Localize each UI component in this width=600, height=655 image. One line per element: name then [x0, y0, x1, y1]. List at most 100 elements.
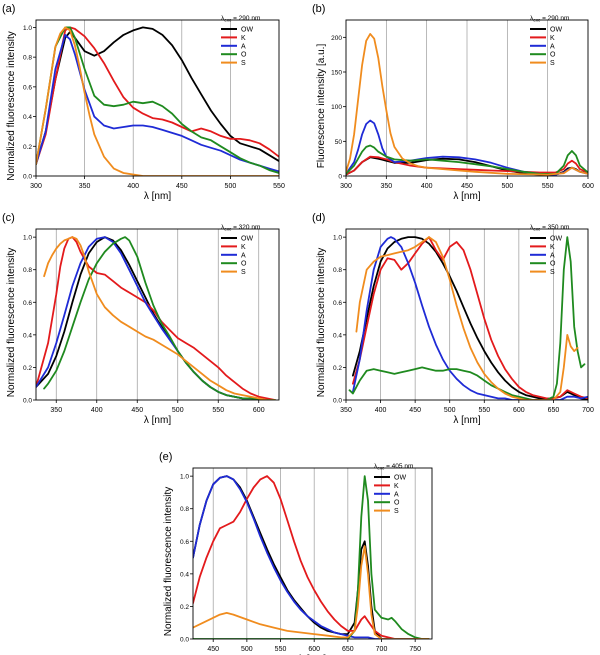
x-tick-label: 550: [478, 407, 490, 414]
series-line-O: [193, 475, 430, 639]
panel-label: (d): [312, 212, 325, 224]
y-tick-label: 200: [331, 35, 342, 42]
x-tick-label: 600: [582, 183, 594, 190]
excitation-value: = 350 nm: [540, 224, 569, 231]
excitation-value: = 290 nm: [231, 15, 260, 22]
x-tick-label: 600: [513, 407, 525, 414]
y-tick-label: 0.0: [333, 398, 342, 405]
y-tick-label: 0.2: [180, 604, 189, 611]
excitation-label: λexc = 290 nm: [530, 15, 569, 23]
x-axis-label: λ [nm]: [453, 191, 480, 202]
series-line-K: [346, 155, 588, 176]
excitation-value: = 405 nm: [384, 463, 413, 470]
excitation-subscript: exc: [224, 227, 232, 232]
plot-frame: [345, 228, 589, 401]
series-group: [348, 236, 588, 400]
x-tick-label: 650: [342, 646, 354, 653]
y-tick-label: 50: [335, 139, 343, 146]
y-tick-label: 0.0: [180, 637, 189, 644]
series-line-O: [43, 236, 276, 400]
y-tick-label: 0.4: [333, 332, 342, 339]
legend-label-A: A: [241, 252, 246, 259]
x-tick-label: 500: [225, 183, 237, 190]
legend-label-O: O: [241, 52, 247, 59]
series-line-O: [348, 236, 586, 400]
x-tick-label: 550: [275, 646, 287, 653]
y-tick-label: 150: [331, 70, 342, 77]
legend-label-K: K: [550, 244, 555, 251]
legend-label-OW: OW: [550, 27, 562, 34]
panel-c: 350 400 450 500 550 600 0.0 0.2 0.4 0.6 0.8 1.0 λ [n…: [2, 212, 280, 426]
y-tick-label: 0.2: [23, 365, 32, 372]
excitation-symbol: λ: [374, 463, 378, 470]
panel-label: (b): [312, 3, 325, 15]
excitation-label: λexc = 320 nm: [221, 224, 260, 232]
legend-label-K: K: [394, 483, 399, 490]
y-axis-label: Normalized fluorescence intensity: [6, 248, 17, 398]
x-tick-label: 500: [444, 407, 456, 414]
x-tick-label: 350: [79, 183, 91, 190]
x-tick-label: 450: [207, 646, 219, 653]
excitation-symbol: λ: [530, 15, 534, 22]
series-line-S: [43, 236, 276, 400]
legend-label-S: S: [241, 60, 246, 67]
x-tick-label: 300: [340, 183, 352, 190]
y-tick-label: 0.8: [180, 506, 189, 513]
y-tick-label: 0.6: [333, 300, 342, 307]
x-tick-label: 400: [127, 183, 139, 190]
series-line-O: [346, 144, 588, 175]
x-tick-label: 500: [241, 646, 253, 653]
y-tick-label: 0.0: [23, 174, 32, 181]
excitation-symbol: λ: [221, 15, 225, 22]
series-line-A: [36, 236, 276, 400]
x-tick-label: 450: [461, 183, 473, 190]
legend-label-S: S: [550, 60, 555, 67]
panel-b: 300 350 400 450 500 550 600 0 50 100 150 200 λ [nm] F…: [312, 3, 594, 202]
y-tick-label: 0.8: [23, 267, 32, 274]
x-tick-label: 500: [172, 407, 184, 414]
legend-label-O: O: [394, 500, 400, 507]
series-line-K: [193, 475, 430, 639]
series-line-S: [36, 26, 279, 176]
y-tick-label: 0.8: [333, 267, 342, 274]
legend-label-A: A: [550, 252, 555, 259]
x-tick-label: 650: [548, 407, 560, 414]
x-axis-label: λ [nm]: [144, 415, 171, 426]
legend-label-O: O: [241, 261, 247, 268]
y-axis-label: Normalized fluorescence intensity: [6, 31, 17, 181]
x-tick-label: 400: [421, 183, 433, 190]
series-group: [193, 475, 430, 639]
x-axis-label: λ [nm]: [144, 191, 171, 202]
panel-a: 300 350 400 450 500 550 0.0 0.2 0.4 0.6 0.8 1.0 λ [n…: [2, 3, 285, 202]
y-tick-label: 0.2: [333, 365, 342, 372]
legend-label-O: O: [550, 52, 556, 59]
y-axis-label: Normalized fluorescence intensity: [316, 248, 327, 398]
legend-label-K: K: [241, 35, 246, 42]
legend-label-OW: OW: [550, 236, 562, 243]
legend-label-K: K: [241, 244, 246, 251]
series-line-S: [346, 33, 588, 176]
excitation-value: = 320 nm: [231, 224, 260, 231]
x-tick-label: 450: [409, 407, 421, 414]
y-tick-label: 0.4: [180, 571, 189, 578]
series-line-S: [193, 545, 430, 639]
series-group: [36, 236, 276, 400]
y-tick-label: 0.6: [180, 539, 189, 546]
series-line-A: [351, 236, 588, 400]
x-tick-label: 550: [212, 407, 224, 414]
plot-frame: [192, 467, 433, 640]
y-tick-label: 0.6: [23, 84, 32, 91]
panel-d: 350 400 450 500 550 600 650 700 0.0 0.2 0.4 0.6 0.8 1…: [312, 212, 594, 426]
series-line-A: [36, 34, 279, 173]
panel-label: (a): [2, 3, 15, 15]
y-axis-label: Normalized fluorescence intensity: [163, 487, 174, 637]
plot-frame: [35, 19, 280, 177]
legend-label-S: S: [550, 269, 555, 276]
legend-label-A: A: [394, 491, 399, 498]
excitation-subscript: exc: [533, 227, 541, 232]
legend-label-A: A: [550, 43, 555, 50]
x-tick-label: 600: [253, 407, 265, 414]
y-tick-label: 1.0: [23, 25, 32, 32]
excitation-label: λexc = 405 nm: [374, 463, 413, 471]
y-tick-label: 0: [338, 174, 342, 181]
